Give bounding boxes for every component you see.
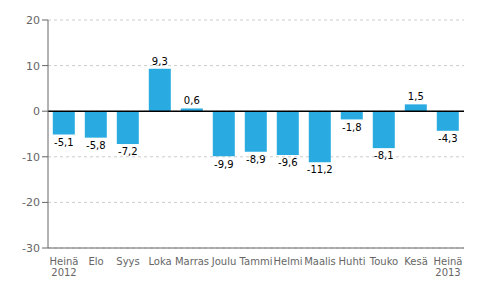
svg-text:9,3: 9,3 bbox=[152, 56, 168, 67]
svg-text:-8,9: -8,9 bbox=[246, 154, 266, 165]
svg-text:-1,8: -1,8 bbox=[342, 122, 362, 133]
svg-text:-4,3: -4,3 bbox=[438, 133, 458, 144]
svg-text:Elo: Elo bbox=[88, 256, 103, 267]
svg-text:Tammi: Tammi bbox=[239, 256, 273, 267]
svg-text:-20: -20 bbox=[22, 196, 40, 209]
svg-text:-9,6: -9,6 bbox=[278, 157, 298, 168]
svg-text:Loka: Loka bbox=[148, 256, 171, 267]
svg-text:Maalis: Maalis bbox=[304, 256, 336, 267]
svg-text:Helmi: Helmi bbox=[274, 256, 303, 267]
svg-text:Heinä2013: Heinä2013 bbox=[434, 256, 463, 278]
svg-text:-8,1: -8,1 bbox=[374, 150, 394, 161]
svg-text:Syys: Syys bbox=[116, 256, 139, 267]
svg-text:-11,2: -11,2 bbox=[307, 164, 333, 175]
svg-text:Marras: Marras bbox=[175, 256, 209, 267]
svg-text:10: 10 bbox=[26, 60, 40, 73]
svg-text:Touko: Touko bbox=[369, 256, 398, 267]
svg-text:20: 20 bbox=[26, 14, 40, 27]
svg-text:0: 0 bbox=[33, 105, 40, 118]
svg-text:-5,8: -5,8 bbox=[86, 140, 106, 151]
svg-text:1,5: 1,5 bbox=[408, 91, 424, 102]
svg-text:Joulu: Joulu bbox=[211, 256, 237, 267]
svg-text:-7,2: -7,2 bbox=[118, 146, 138, 157]
svg-text:Huhti: Huhti bbox=[339, 256, 366, 267]
svg-text:-30: -30 bbox=[22, 242, 40, 255]
svg-text:Heinä2012: Heinä2012 bbox=[50, 256, 79, 278]
svg-text:-5,1: -5,1 bbox=[54, 137, 74, 148]
svg-text:-10: -10 bbox=[22, 151, 40, 164]
svg-text:-9,9: -9,9 bbox=[214, 159, 234, 170]
svg-text:0,6: 0,6 bbox=[184, 95, 200, 106]
svg-text:Kesä: Kesä bbox=[404, 256, 428, 267]
